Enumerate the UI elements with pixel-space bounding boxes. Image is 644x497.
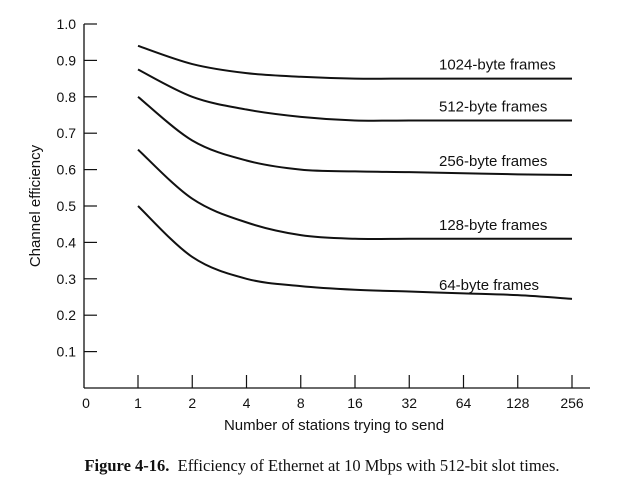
series-label: 512-byte frames: [439, 98, 547, 115]
y-tick-label: 0.3: [57, 271, 77, 287]
y-tick-label: 0.1: [57, 344, 77, 360]
y-tick-label: 1.0: [57, 16, 77, 32]
x-tick-label: 8: [297, 395, 305, 411]
series-line: [137, 44, 572, 80]
series-label: 64-byte frames: [439, 277, 539, 294]
x-tick-label: 0: [82, 395, 90, 411]
y-axis-label: Channel efficiency: [27, 144, 44, 267]
series-line: [137, 148, 572, 241]
y-tick-label: 0.7: [57, 125, 77, 141]
series-line: [137, 68, 572, 122]
series-label: 1024-byte frames: [439, 57, 556, 74]
series-label: 128-byte frames: [439, 217, 547, 234]
x-tick-label: 4: [243, 395, 251, 411]
x-axis-label: Number of stations trying to send: [224, 417, 444, 434]
y-tick-label: 0.6: [57, 162, 77, 178]
caption-text: Efficiency of Ethernet at 10 Mbps with 5…: [177, 456, 560, 475]
series-line: [137, 205, 573, 300]
x-tick-label: 1: [134, 395, 142, 411]
x-tick-label: 16: [347, 395, 363, 411]
y-tick-label: 0.4: [57, 234, 77, 250]
x-tick-label: 128: [506, 395, 530, 411]
x-tick-label: 2: [188, 395, 196, 411]
y-tick-label: 0.8: [57, 89, 77, 105]
x-tick-label: 256: [560, 395, 584, 411]
x-tick-label: 64: [456, 395, 472, 411]
efficiency-chart: 0.1 0.2 0.3 0.4 0.5 0.6 0.7 0.8 0.9 1.0 0 1 2 4 8 16 32 6…: [27, 16, 590, 434]
series-label: 256-byte frames: [439, 153, 547, 170]
y-tick-label: 0.9: [57, 52, 77, 68]
y-tick-label: 0.2: [57, 307, 77, 323]
figure-caption: Figure 4-16. Efficiency of Ethernet at 1…: [0, 456, 644, 476]
x-tick-label: 32: [401, 395, 417, 411]
caption-label: Figure 4-16.: [84, 456, 170, 475]
y-tick-label: 0.5: [57, 198, 77, 214]
series-line: [137, 96, 573, 177]
